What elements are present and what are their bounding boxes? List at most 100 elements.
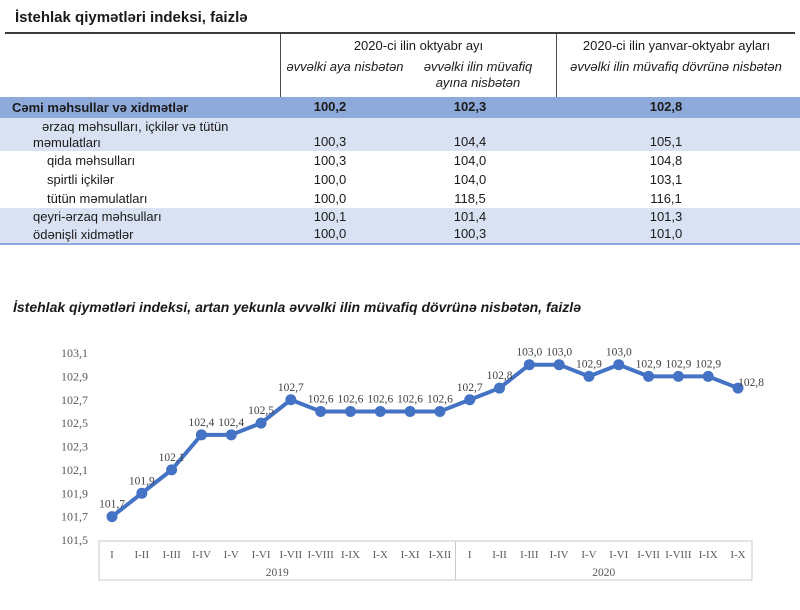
data-label: 102,4	[218, 417, 244, 429]
table-body: Cəmi məhsullar və xidmətlər 100,2 102,3 …	[0, 97, 800, 245]
data-label: 102,7	[278, 382, 304, 394]
row-value: 102,3	[453, 99, 487, 114]
x-tick-label: I-IX	[699, 549, 718, 561]
x-tick-label: I-VII	[637, 549, 660, 561]
data-point	[464, 394, 476, 406]
row-value: 100,2	[313, 99, 347, 114]
row-value: 103,1	[649, 172, 683, 187]
row-value: 116,1	[650, 191, 682, 206]
x-tick-label: I-II	[134, 549, 149, 561]
table-row-food-drinks-tobacco: ərzaq məhsulları, içkilər və tütün məmul…	[0, 118, 800, 151]
y-tick-label: 101,7	[61, 510, 88, 524]
x-tick-label: I-IX	[341, 549, 360, 561]
x-tick-label: I-VI	[252, 549, 271, 561]
series-line	[110, 362, 741, 519]
subheader-vs-previous-month: əvvəlki aya nisbətən	[286, 59, 404, 74]
header-divider-left	[280, 34, 281, 97]
y-tick-label: 102,3	[61, 440, 88, 454]
column-group-jan-october: 2020-ci ilin yanvar-oktyabr ayları	[582, 38, 771, 53]
x-tick-label: I-III	[520, 549, 539, 561]
data-point	[255, 417, 267, 429]
data-label: 103,0	[546, 347, 572, 359]
row-label: ərzaq məhsulları, içkilər və tütün məmul…	[33, 119, 229, 150]
x-tick-label: I-VIII	[308, 549, 335, 561]
data-point	[225, 429, 237, 441]
data-label: 103,0	[516, 347, 542, 359]
row-label: qida məhsulları	[47, 153, 136, 168]
row-label: Cəmi məhsullar və xidmətlər	[12, 100, 189, 115]
data-point	[195, 429, 207, 441]
data-label: 102,9	[695, 358, 721, 370]
row-value: 100,0	[313, 172, 347, 187]
data-label: 102,9	[576, 358, 602, 370]
data-point	[166, 464, 178, 476]
data-point	[583, 370, 595, 382]
y-tick-label: 102,7	[61, 393, 88, 407]
table-row-alcoholic-drinks: spirtli içkilər 100,0 104,0 103,1	[0, 170, 800, 189]
row-label: qeyri-ərzaq məhsulları	[33, 209, 162, 224]
row-value: 104,4	[453, 134, 487, 149]
y-tick-label: 102,5	[61, 416, 88, 430]
data-label: 102,6	[367, 393, 393, 405]
x-tick-label: I-V	[224, 549, 239, 561]
x-tick-label: I-IV	[192, 549, 211, 561]
row-value: 100,3	[313, 153, 347, 168]
x-tick-label: I-III	[162, 549, 181, 561]
data-label: 101,9	[129, 475, 155, 487]
data-label: 103,0	[606, 347, 632, 359]
table-header: 2020-ci ilin oktyabr ayı 2020-ci ilin ya…	[0, 34, 800, 97]
data-label: 101,7	[99, 499, 125, 511]
column-group-october: 2020-ci ilin oktyabr ayı	[353, 38, 484, 53]
data-label: 102,9	[665, 358, 691, 370]
y-tick-label: 103,1	[61, 346, 88, 360]
table-top-rule	[5, 32, 795, 34]
x-tick-label: I-II	[492, 549, 507, 561]
table-row-nonfood-products: qeyri-ərzaq məhsulları 100,1 101,4 101,3	[0, 208, 800, 226]
row-value: 101,3	[649, 209, 683, 224]
x-tick-label: I-IV	[550, 549, 569, 561]
data-point	[106, 511, 118, 523]
x-tick-label: I-VII	[280, 549, 303, 561]
row-value: 104,8	[649, 153, 683, 168]
row-value: 100,3	[453, 226, 487, 241]
year-label: 2020	[592, 567, 615, 579]
data-point	[702, 370, 714, 382]
row-label: tütün məmulatları	[47, 191, 148, 206]
x-tick-label: I-XII	[429, 549, 452, 561]
x-tick-label: I	[110, 549, 114, 561]
row-value: 100,0	[313, 191, 347, 206]
row-label: ödənişli xidmətlər	[33, 227, 134, 242]
x-tick-label: I-V	[581, 549, 596, 561]
data-point	[374, 405, 386, 417]
table-row-food-products: qida məhsulları 100,3 104,0 104,8	[0, 151, 800, 170]
data-label: 102,8	[487, 370, 513, 382]
subheader-vs-same-period-prev-year: əvvəlki ilin müvafiq dövrünə nisbətən	[570, 59, 782, 74]
y-tick-label: 102,9	[61, 369, 88, 383]
data-label: 102,4	[188, 417, 214, 429]
y-tick-label: 102,1	[61, 463, 88, 477]
data-point	[404, 405, 416, 417]
data-label: 102,9	[636, 358, 662, 370]
row-value: 105,1	[649, 134, 683, 149]
row-value: 101,0	[649, 226, 683, 241]
table-row-total: Cəmi məhsullar və xidmətlər 100,2 102,3 …	[0, 97, 800, 118]
row-value: 101,4	[453, 209, 487, 224]
header-divider-right	[556, 34, 557, 97]
row-value: 104,0	[453, 172, 487, 187]
x-tick-label: I-X	[730, 549, 745, 561]
data-label: 102,6	[308, 393, 334, 405]
data-point	[494, 382, 506, 394]
y-tick-label: 101,9	[61, 486, 88, 500]
table-title: İstehlak qiymətləri indeksi, faizlə	[15, 9, 248, 26]
row-value: 100,0	[313, 226, 347, 241]
data-point	[643, 370, 655, 382]
y-tick-label: 101,5	[61, 533, 88, 547]
x-tick-label: I-VIII	[665, 549, 692, 561]
data-point	[672, 370, 684, 382]
row-value: 118,5	[454, 191, 486, 206]
data-label: 102,5	[248, 405, 274, 417]
data-point	[732, 382, 744, 394]
x-tick-label: I-XI	[401, 549, 420, 561]
data-point	[315, 405, 327, 417]
